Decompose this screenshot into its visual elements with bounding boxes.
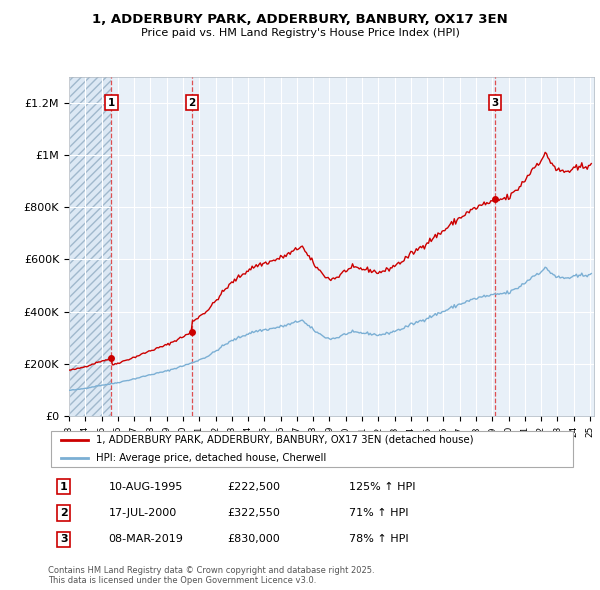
Text: 71% ↑ HPI: 71% ↑ HPI bbox=[349, 508, 409, 518]
Text: 3: 3 bbox=[60, 535, 68, 545]
Text: 2: 2 bbox=[188, 98, 196, 108]
Text: £830,000: £830,000 bbox=[227, 535, 280, 545]
Text: 1: 1 bbox=[108, 98, 115, 108]
Text: 3: 3 bbox=[491, 98, 499, 108]
Text: 1: 1 bbox=[60, 481, 68, 491]
Text: 08-MAR-2019: 08-MAR-2019 bbox=[109, 535, 184, 545]
Text: 125% ↑ HPI: 125% ↑ HPI bbox=[349, 481, 415, 491]
Text: 17-JUL-2000: 17-JUL-2000 bbox=[109, 508, 177, 518]
Text: 1, ADDERBURY PARK, ADDERBURY, BANBURY, OX17 3EN: 1, ADDERBURY PARK, ADDERBURY, BANBURY, O… bbox=[92, 13, 508, 26]
Text: 1, ADDERBURY PARK, ADDERBURY, BANBURY, OX17 3EN (detached house): 1, ADDERBURY PARK, ADDERBURY, BANBURY, O… bbox=[95, 435, 473, 445]
Text: HPI: Average price, detached house, Cherwell: HPI: Average price, detached house, Cher… bbox=[95, 453, 326, 463]
Text: 78% ↑ HPI: 78% ↑ HPI bbox=[349, 535, 409, 545]
Text: £322,550: £322,550 bbox=[227, 508, 280, 518]
Bar bbox=[69, 77, 112, 416]
Text: Price paid vs. HM Land Registry's House Price Index (HPI): Price paid vs. HM Land Registry's House … bbox=[140, 28, 460, 38]
Text: £222,500: £222,500 bbox=[227, 481, 281, 491]
Text: 10-AUG-1995: 10-AUG-1995 bbox=[109, 481, 183, 491]
Text: Contains HM Land Registry data © Crown copyright and database right 2025.
This d: Contains HM Land Registry data © Crown c… bbox=[48, 566, 374, 585]
Text: 2: 2 bbox=[60, 508, 68, 518]
FancyBboxPatch shape bbox=[50, 431, 574, 467]
